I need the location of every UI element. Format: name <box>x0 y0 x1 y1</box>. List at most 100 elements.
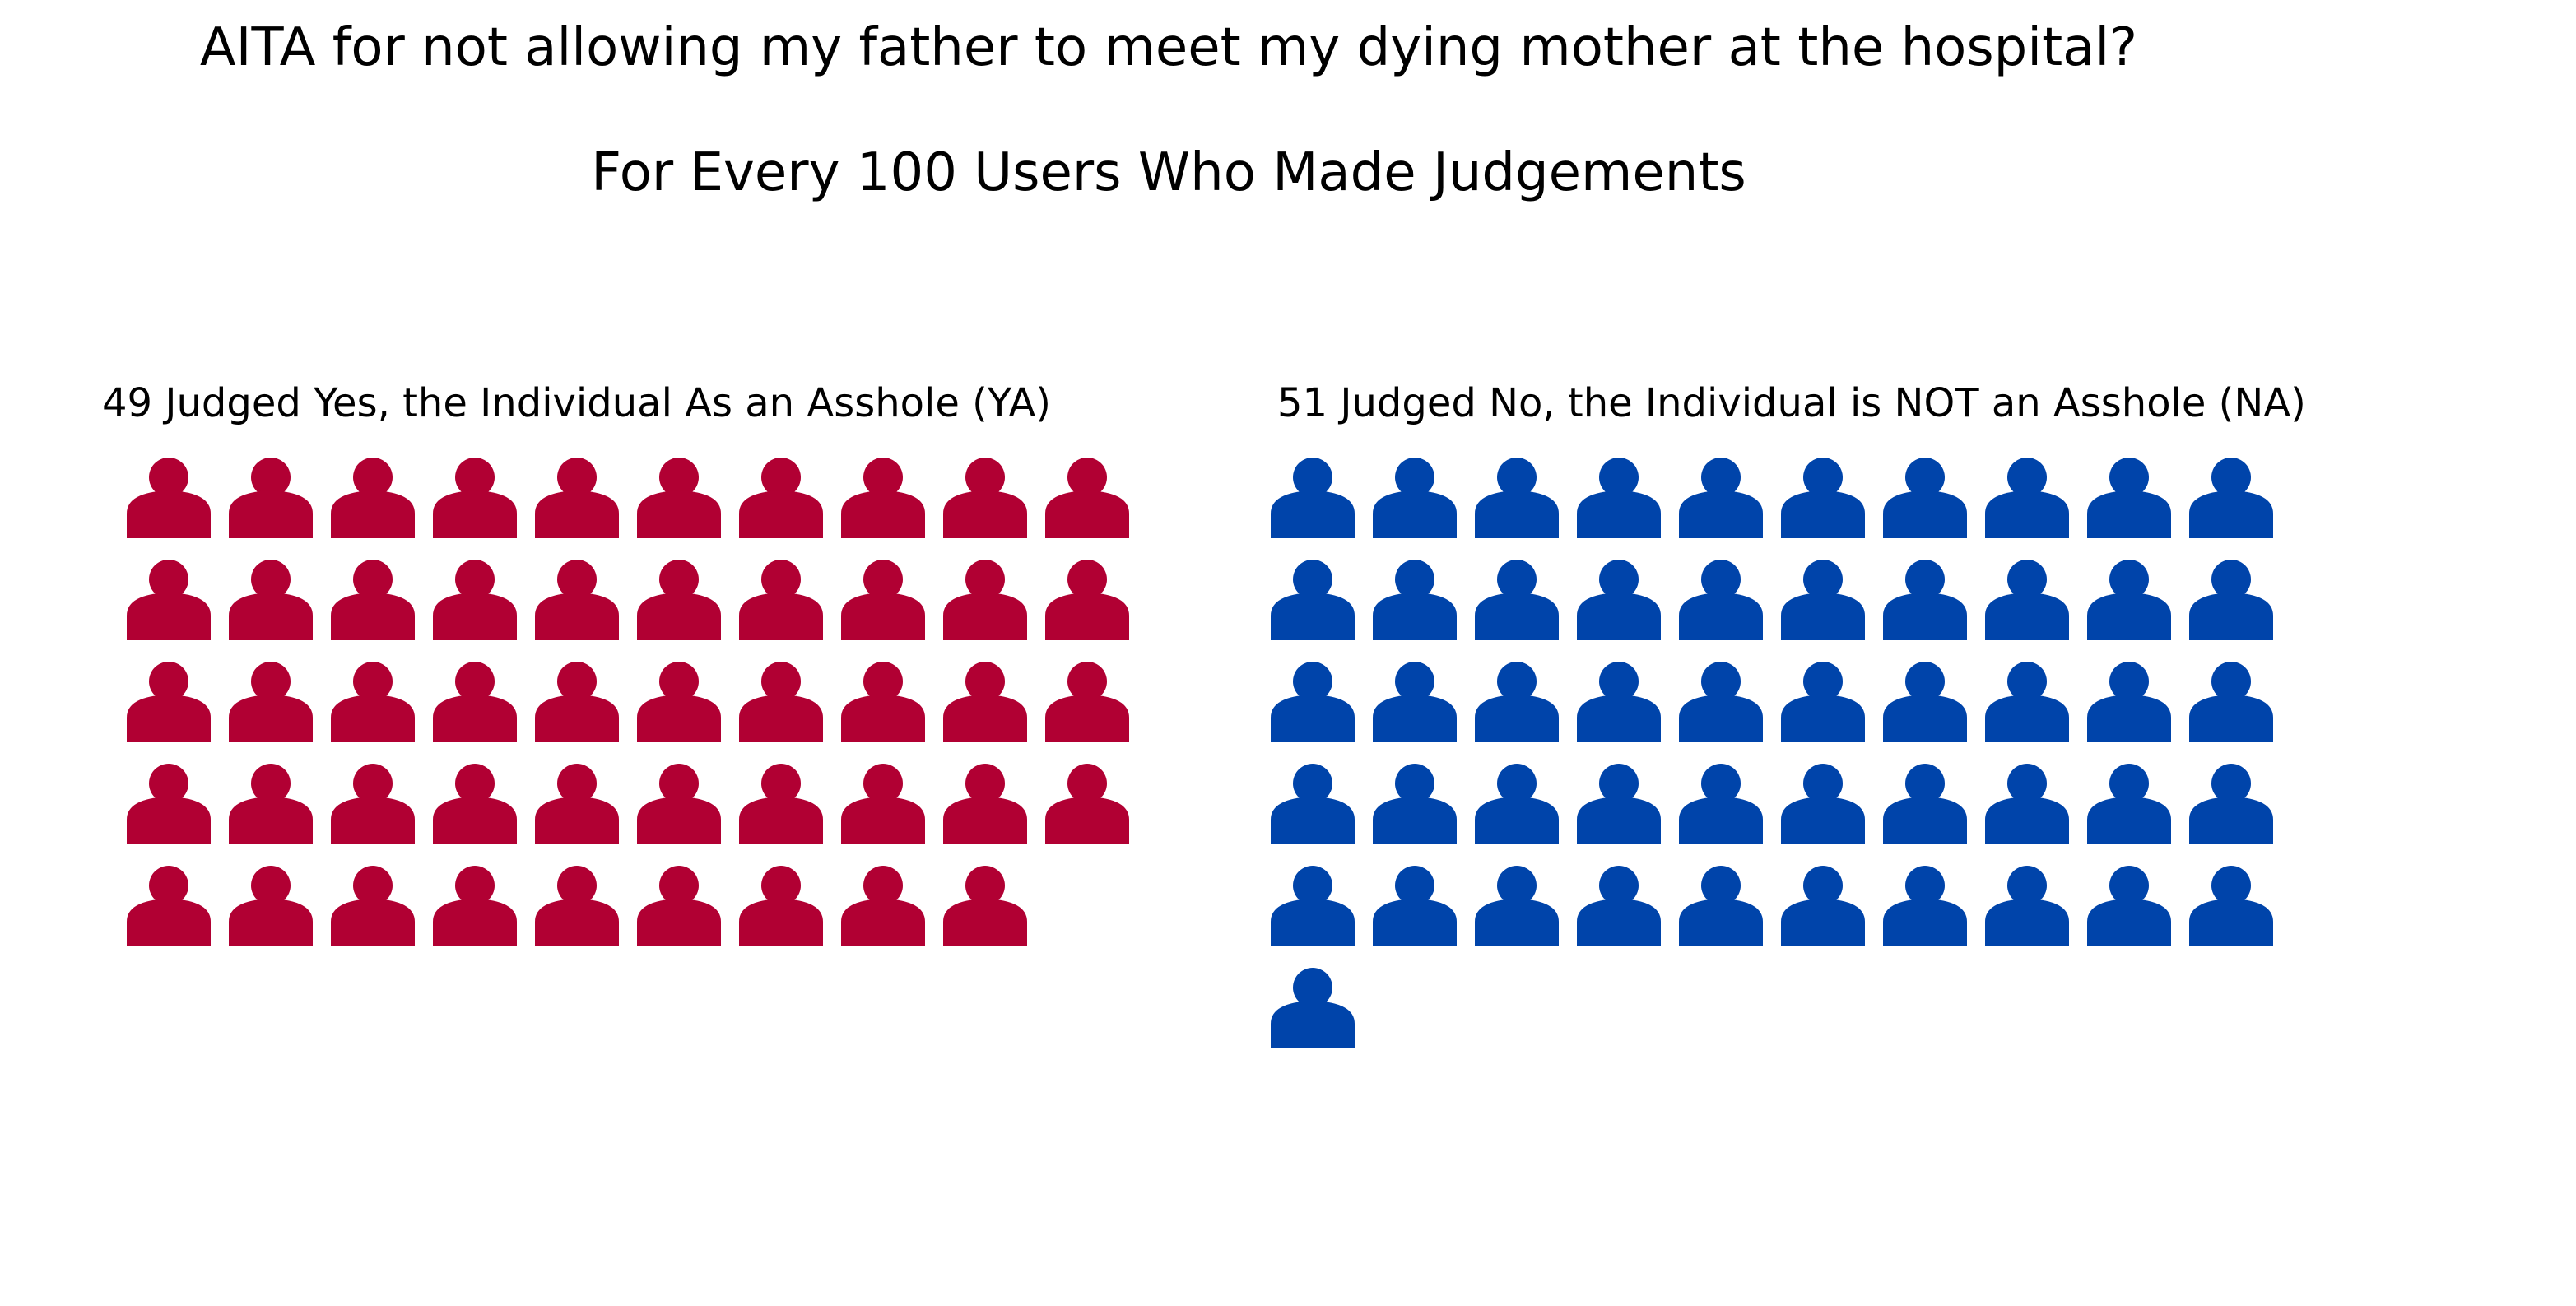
person-icon-ya-26 <box>637 662 721 742</box>
person-icon-na-15 <box>1679 560 1763 640</box>
person-icon-na-9 <box>2087 458 2171 538</box>
person-icon-na-19 <box>2087 560 2171 640</box>
person-icon-na-27 <box>1883 662 1967 742</box>
person-icon-na-48 <box>1985 866 2069 946</box>
person-icon-na-11 <box>1271 560 1355 640</box>
person-icon-ya-34 <box>433 764 517 844</box>
person-icon-ya-24 <box>433 662 517 742</box>
person-icon-ya-12 <box>229 560 313 640</box>
person-icon-na-34 <box>1577 764 1661 844</box>
person-icon-ya-10 <box>1045 458 1129 538</box>
person-icon-na-10 <box>2189 458 2273 538</box>
person-icon-ya-37 <box>739 764 823 844</box>
person-icon-na-5 <box>1679 458 1763 538</box>
person-icon-na-3 <box>1475 458 1559 538</box>
person-icon-ya-49 <box>943 866 1027 946</box>
person-icon-ya-43 <box>331 866 415 946</box>
person-icon-ya-14 <box>433 560 517 640</box>
person-icon-na-33 <box>1475 764 1559 844</box>
person-icon-na-13 <box>1475 560 1559 640</box>
person-icon-na-6 <box>1781 458 1865 538</box>
person-icon-na-29 <box>2087 662 2171 742</box>
person-icon-na-46 <box>1781 866 1865 946</box>
person-icon-ya-23 <box>331 662 415 742</box>
person-icon-ya-44 <box>433 866 517 946</box>
person-icon-na-41 <box>1271 866 1355 946</box>
person-icon-na-21 <box>1271 662 1355 742</box>
person-icon-ya-1 <box>127 458 211 538</box>
person-icon-ya-2 <box>229 458 313 538</box>
person-icon-ya-18 <box>841 560 925 640</box>
person-icon-ya-33 <box>331 764 415 844</box>
person-icon-na-35 <box>1679 764 1763 844</box>
person-icon-ya-30 <box>1045 662 1129 742</box>
chart-subtitle: For Every 100 Users Who Made Judgements <box>591 142 1746 203</box>
person-icon-ya-31 <box>127 764 211 844</box>
person-icon-na-16 <box>1781 560 1865 640</box>
person-icon-na-23 <box>1475 662 1559 742</box>
person-icon-na-37 <box>1883 764 1967 844</box>
person-icon-na-39 <box>2087 764 2171 844</box>
person-icon-na-47 <box>1883 866 1967 946</box>
chart-title: AITA for not allowing my father to meet … <box>199 17 2138 78</box>
person-icon-ya-7 <box>739 458 823 538</box>
person-icon-na-44 <box>1577 866 1661 946</box>
person-icon-ya-9 <box>943 458 1027 538</box>
person-icon-na-51 <box>1271 968 1355 1048</box>
person-icon-ya-6 <box>637 458 721 538</box>
person-icon-ya-11 <box>127 560 211 640</box>
person-icon-ya-5 <box>535 458 619 538</box>
person-icon-ya-19 <box>943 560 1027 640</box>
person-icon-ya-36 <box>637 764 721 844</box>
person-icon-ya-41 <box>127 866 211 946</box>
person-icon-na-45 <box>1679 866 1763 946</box>
person-icon-na-25 <box>1679 662 1763 742</box>
person-icon-ya-20 <box>1045 560 1129 640</box>
person-icon-ya-17 <box>739 560 823 640</box>
person-icon-na-12 <box>1373 560 1457 640</box>
person-icon-ya-29 <box>943 662 1027 742</box>
person-icon-na-31 <box>1271 764 1355 844</box>
person-icon-ya-22 <box>229 662 313 742</box>
person-icon-na-18 <box>1985 560 2069 640</box>
person-icon-ya-46 <box>637 866 721 946</box>
person-icon-ya-45 <box>535 866 619 946</box>
person-icon-ya-4 <box>433 458 517 538</box>
person-icon-ya-48 <box>841 866 925 946</box>
person-icon-ya-42 <box>229 866 313 946</box>
person-icon-na-8 <box>1985 458 2069 538</box>
person-icon-na-42 <box>1373 866 1457 946</box>
person-icon-na-36 <box>1781 764 1865 844</box>
person-icon-na-20 <box>2189 560 2273 640</box>
person-icon-na-7 <box>1883 458 1967 538</box>
person-icon-ya-13 <box>331 560 415 640</box>
person-icon-na-49 <box>2087 866 2171 946</box>
person-icon-na-24 <box>1577 662 1661 742</box>
person-icon-na-1 <box>1271 458 1355 538</box>
person-icon-na-17 <box>1883 560 1967 640</box>
person-icon-ya-25 <box>535 662 619 742</box>
person-icon-ya-32 <box>229 764 313 844</box>
person-icon-ya-27 <box>739 662 823 742</box>
person-icon-na-32 <box>1373 764 1457 844</box>
person-icon-na-30 <box>2189 662 2273 742</box>
person-icon-ya-35 <box>535 764 619 844</box>
person-icon-na-38 <box>1985 764 2069 844</box>
person-icon-na-43 <box>1475 866 1559 946</box>
person-icon-na-50 <box>2189 866 2273 946</box>
pictogram-group-na <box>1271 458 2273 1048</box>
person-icon-ya-16 <box>637 560 721 640</box>
person-icon-na-28 <box>1985 662 2069 742</box>
pictogram-group-ya <box>127 458 1129 946</box>
person-icon-ya-40 <box>1045 764 1129 844</box>
person-icon-na-14 <box>1577 560 1661 640</box>
person-icon-na-22 <box>1373 662 1457 742</box>
person-icon-ya-15 <box>535 560 619 640</box>
person-icon-ya-3 <box>331 458 415 538</box>
group-label-na: 51 Judged No, the Individual is NOT an A… <box>1277 380 2306 426</box>
person-icon-ya-8 <box>841 458 925 538</box>
person-icon-ya-38 <box>841 764 925 844</box>
person-icon-ya-21 <box>127 662 211 742</box>
person-icon-na-26 <box>1781 662 1865 742</box>
